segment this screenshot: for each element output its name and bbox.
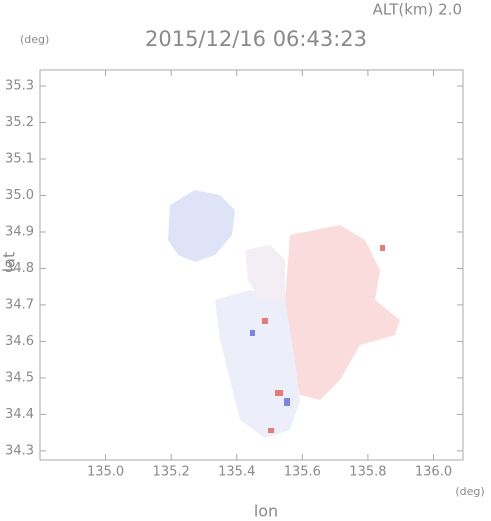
echo-cell — [250, 330, 255, 336]
y-tick-label: 34.4 — [5, 407, 34, 422]
echo-cell — [284, 398, 290, 406]
y-tick-label: 34.6 — [5, 334, 34, 349]
echo-positive — [285, 225, 400, 400]
chart-title: 2015/12/16 06:43:23 — [145, 27, 367, 51]
y-tick-label: 34.3 — [5, 443, 34, 458]
y-axis-label: lat — [0, 252, 19, 273]
y-unit: (deg) — [20, 33, 49, 46]
y-tick-label: 35.2 — [5, 115, 34, 130]
echo-mixed — [245, 245, 285, 300]
y-tick-label: 34.9 — [5, 224, 34, 239]
echo-cell — [262, 318, 268, 324]
x-axis-label: lon — [254, 502, 278, 521]
y-tick-label: 35.0 — [5, 188, 34, 203]
y-tick-label: 35.1 — [5, 152, 34, 167]
y-tick-label: 34.7 — [5, 297, 34, 312]
echo-area — [168, 190, 400, 438]
echo-negative — [168, 190, 235, 262]
x-tick-label: 135.8 — [349, 465, 386, 480]
x-tick-label: 135.0 — [87, 465, 124, 480]
echo-cell — [275, 390, 283, 396]
x-tick-label: 136.0 — [415, 465, 452, 480]
echo-mixed — [215, 290, 300, 438]
x-tick-label: 135.2 — [153, 465, 190, 480]
x-unit: (deg) — [455, 485, 484, 498]
x-tick-label: 135.6 — [284, 465, 321, 480]
x-tick-label: 135.4 — [218, 465, 255, 480]
y-tick-label: 34.5 — [5, 370, 34, 385]
y-tick-label: 34.8 — [5, 261, 34, 276]
altitude-label: ALT(km) 2.0 — [373, 1, 462, 19]
echo-cell — [268, 428, 274, 433]
plot-frame — [39, 69, 464, 461]
y-tick-label: 35.3 — [5, 79, 34, 94]
echo-cell — [380, 245, 385, 251]
